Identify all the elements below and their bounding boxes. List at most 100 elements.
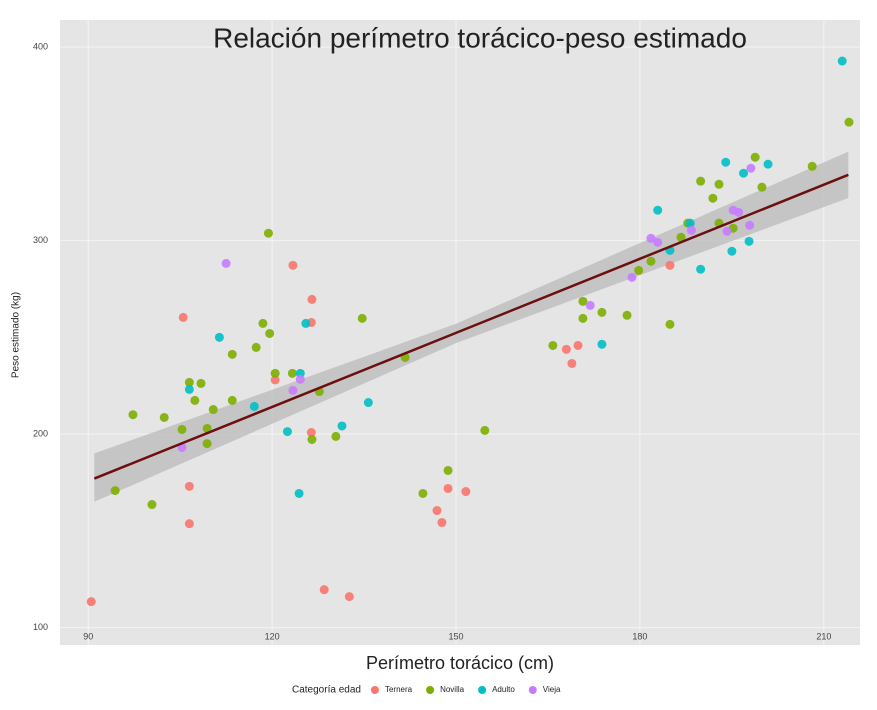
point	[202, 423, 212, 433]
point	[686, 225, 696, 235]
point	[319, 585, 329, 595]
point	[331, 431, 341, 441]
point	[282, 427, 292, 437]
point	[646, 233, 656, 243]
point	[147, 500, 157, 510]
point	[265, 328, 275, 338]
y-axis-label: Peso estimado (kg)	[11, 292, 22, 378]
x-tick-label: 120	[265, 631, 280, 641]
point	[287, 368, 297, 378]
point	[184, 519, 194, 529]
legend-label: Novilla	[440, 685, 465, 694]
point	[357, 313, 367, 323]
point	[208, 405, 218, 415]
point	[184, 481, 194, 491]
point	[744, 236, 754, 246]
point	[443, 483, 453, 493]
point	[685, 218, 695, 228]
point	[190, 395, 200, 405]
point	[653, 237, 663, 247]
point	[178, 312, 188, 322]
point	[128, 410, 138, 420]
point	[288, 260, 298, 270]
point	[597, 307, 607, 317]
point	[337, 421, 347, 431]
legend: Categoría edad Ternera Novilla Adulto Vieja	[292, 685, 561, 696]
point	[734, 207, 744, 217]
point	[714, 179, 724, 189]
point	[721, 157, 731, 167]
point	[196, 378, 206, 388]
legend-label: Adulto	[492, 685, 515, 694]
point	[844, 117, 854, 127]
point	[270, 375, 280, 385]
marks	[86, 56, 854, 607]
point	[295, 374, 305, 384]
legend-title: Categoría edad	[292, 685, 361, 696]
point	[202, 439, 212, 449]
regression-line	[93, 173, 849, 480]
point	[746, 163, 756, 173]
point	[443, 465, 453, 475]
point	[627, 272, 637, 282]
legend-swatch	[528, 686, 537, 694]
y-tick-label: 200	[33, 428, 48, 438]
y-tick-label: 400	[33, 41, 48, 51]
point	[110, 486, 120, 496]
legend-swatch	[370, 686, 379, 694]
point	[653, 205, 663, 215]
chart-title: Relación perímetro torácico-peso estimad…	[213, 22, 747, 53]
point	[480, 425, 490, 435]
point	[184, 377, 194, 387]
point	[597, 339, 607, 349]
point	[301, 318, 311, 328]
point	[249, 401, 259, 411]
point	[727, 246, 737, 256]
point	[548, 340, 558, 350]
x-tick-label: 150	[448, 631, 463, 641]
point	[221, 258, 231, 268]
point	[288, 385, 298, 395]
point	[307, 435, 317, 445]
point	[763, 159, 773, 169]
point	[258, 318, 268, 328]
point	[227, 395, 237, 405]
point	[585, 300, 595, 310]
x-tick-label: 210	[816, 631, 831, 641]
point	[807, 161, 817, 171]
x-tick-label: 180	[632, 631, 647, 641]
point	[676, 232, 686, 242]
point	[263, 228, 273, 238]
point	[184, 384, 194, 394]
point	[344, 592, 354, 602]
point	[418, 488, 428, 498]
legend-label: Ternera	[385, 685, 413, 694]
point	[665, 260, 675, 270]
point	[578, 313, 588, 323]
point	[177, 424, 187, 434]
point	[634, 265, 644, 275]
legend-swatch	[478, 686, 487, 694]
point	[227, 349, 237, 359]
legend-label: Vieja	[543, 685, 561, 694]
point	[750, 152, 760, 162]
point	[837, 56, 847, 66]
point	[306, 428, 316, 438]
point	[561, 344, 571, 354]
point	[461, 487, 471, 497]
point	[363, 398, 373, 408]
x-tick-label: 90	[83, 631, 93, 641]
point	[622, 310, 632, 320]
point	[86, 597, 96, 607]
point	[437, 518, 447, 528]
point	[722, 226, 732, 236]
point	[757, 182, 767, 192]
point	[745, 220, 755, 230]
legend-swatch	[426, 686, 435, 694]
point	[294, 488, 304, 498]
point	[578, 296, 588, 306]
point	[432, 506, 442, 516]
point	[159, 412, 169, 422]
point	[567, 358, 577, 368]
